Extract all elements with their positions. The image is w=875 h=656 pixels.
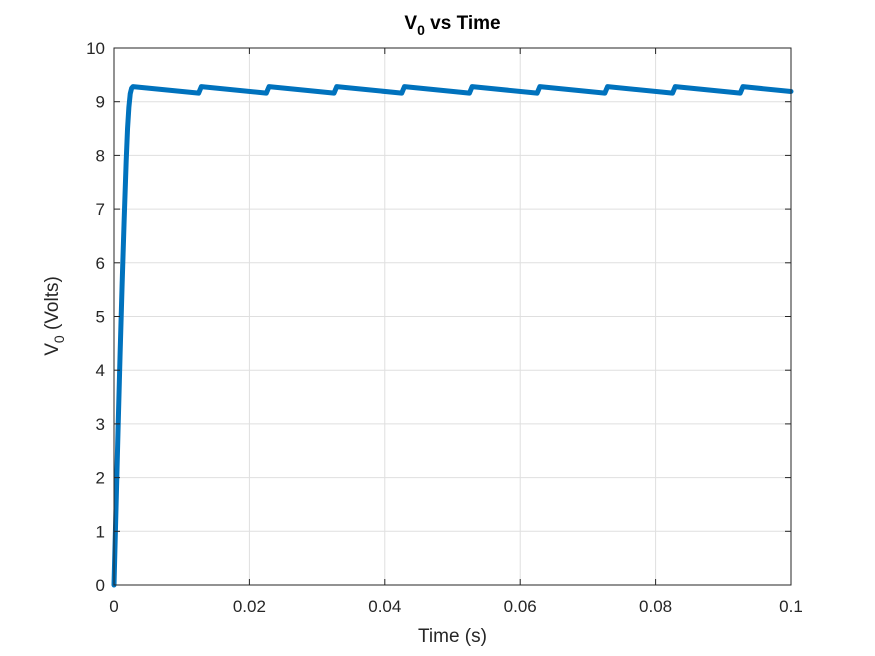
x-tick-label: 0.06 <box>504 597 537 616</box>
y-tick-label: 5 <box>96 308 105 327</box>
chart-title: V0 vs Time <box>404 13 500 38</box>
y-tick-label: 0 <box>96 576 105 595</box>
y-axis-label-rest: (Volts) <box>42 276 63 335</box>
chart-title-rest: vs Time <box>425 13 501 34</box>
y-tick-label: 10 <box>86 39 105 58</box>
x-axis-label: Time (s) <box>418 626 487 647</box>
series-group <box>111 84 794 588</box>
x-tick-label: 0 <box>109 597 118 616</box>
y-tick-label: 9 <box>96 93 105 112</box>
y-axis-label: V0 (Volts) <box>42 276 67 356</box>
y-tick-label: 1 <box>96 522 105 541</box>
chart-title-main: V <box>404 13 417 34</box>
x-tick-label: 0.1 <box>779 597 803 616</box>
y-axis-label-main: V <box>42 343 63 356</box>
y-tick-label: 2 <box>96 469 105 488</box>
y-tick-label: 6 <box>96 254 105 273</box>
y-tick-label: 3 <box>96 415 105 434</box>
chart-title-subscript: 0 <box>417 22 425 38</box>
y-tick-label: 8 <box>96 146 105 165</box>
ticks: 0 0.02 0.04 0.06 0.08 0.1 0 1 2 3 4 5 6 7 8 9 10 <box>86 39 803 616</box>
x-tick-label: 0.02 <box>233 597 266 616</box>
y-axis-label-subscript: 0 <box>51 335 67 343</box>
x-tick-label: 0.04 <box>368 597 401 616</box>
y-tick-label: 4 <box>96 361 105 380</box>
grid <box>114 48 791 585</box>
x-tick-label: 0.08 <box>639 597 672 616</box>
series-line-0 <box>111 84 794 588</box>
y-tick-label: 7 <box>96 200 105 219</box>
